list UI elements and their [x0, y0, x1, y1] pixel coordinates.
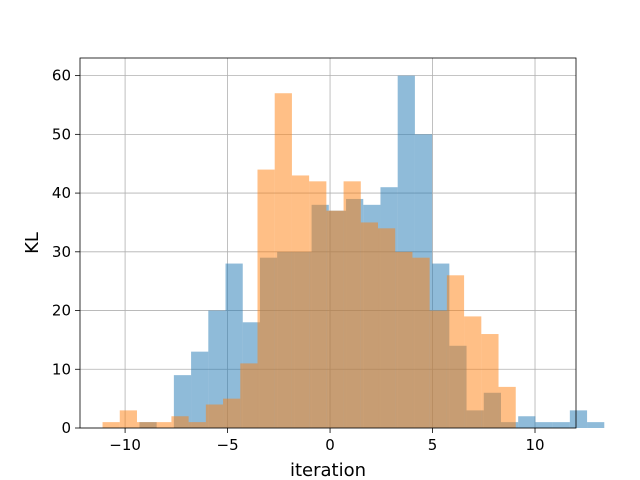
histogram-bar [208, 310, 226, 428]
histogram-bar [446, 275, 465, 428]
histogram-bar [257, 169, 275, 429]
histogram-bar [119, 410, 137, 428]
histogram-bar [498, 386, 516, 428]
histogram-bar [552, 422, 570, 428]
histogram-bar [378, 228, 396, 428]
x-tick-label: 10 [525, 436, 544, 454]
y-tick-label: 50 [52, 125, 71, 143]
y-axis-ticks: 0 10 20 30 40 50 60 [52, 67, 80, 437]
histogram-bar [309, 181, 327, 428]
histogram-series-2 [102, 93, 516, 429]
histogram-bar [518, 416, 536, 428]
x-tick-label: 5 [428, 436, 438, 454]
y-tick-label: 10 [52, 360, 71, 378]
bars [102, 75, 605, 429]
y-axis-label: KL [22, 232, 43, 254]
histogram-bar [395, 251, 413, 428]
y-tick-label: 60 [52, 67, 71, 85]
x-axis-label: iteration [290, 460, 366, 480]
plot-frame [79, 57, 577, 429]
histogram-bar [102, 422, 120, 428]
histogram-bar [136, 422, 155, 428]
histogram-bar [587, 422, 605, 428]
histogram-bar [173, 375, 192, 428]
x-tick-label: −5 [217, 436, 239, 454]
histogram-bar [225, 263, 243, 428]
histogram-bar [205, 404, 224, 428]
x-axis-ticks: −10 −5 0 5 10 [109, 428, 545, 454]
x-tick-label: −10 [109, 436, 141, 454]
histogram-bar [154, 422, 172, 428]
y-tick-label: 0 [61, 419, 71, 437]
histogram-bar [240, 363, 258, 428]
histogram-bar [481, 334, 499, 428]
y-tick-label: 30 [52, 243, 71, 261]
x-tick-label: 0 [325, 436, 335, 454]
histogram-bar [569, 410, 588, 428]
histogram-bar [464, 316, 482, 428]
histogram-bar [326, 210, 344, 428]
histogram-bar [188, 422, 206, 428]
histogram-bar [223, 398, 241, 428]
histogram-bar [535, 422, 553, 428]
histogram-bar [191, 351, 209, 428]
histogram-bar [291, 175, 310, 428]
y-tick-label: 20 [52, 302, 71, 320]
histogram-bar [171, 416, 189, 428]
histogram-bar [412, 257, 430, 428]
y-tick-label: 40 [52, 184, 71, 202]
histogram-bar [429, 310, 447, 428]
histogram-bar [360, 222, 379, 428]
histogram-bar [274, 93, 292, 428]
histogram-bar [343, 181, 361, 428]
